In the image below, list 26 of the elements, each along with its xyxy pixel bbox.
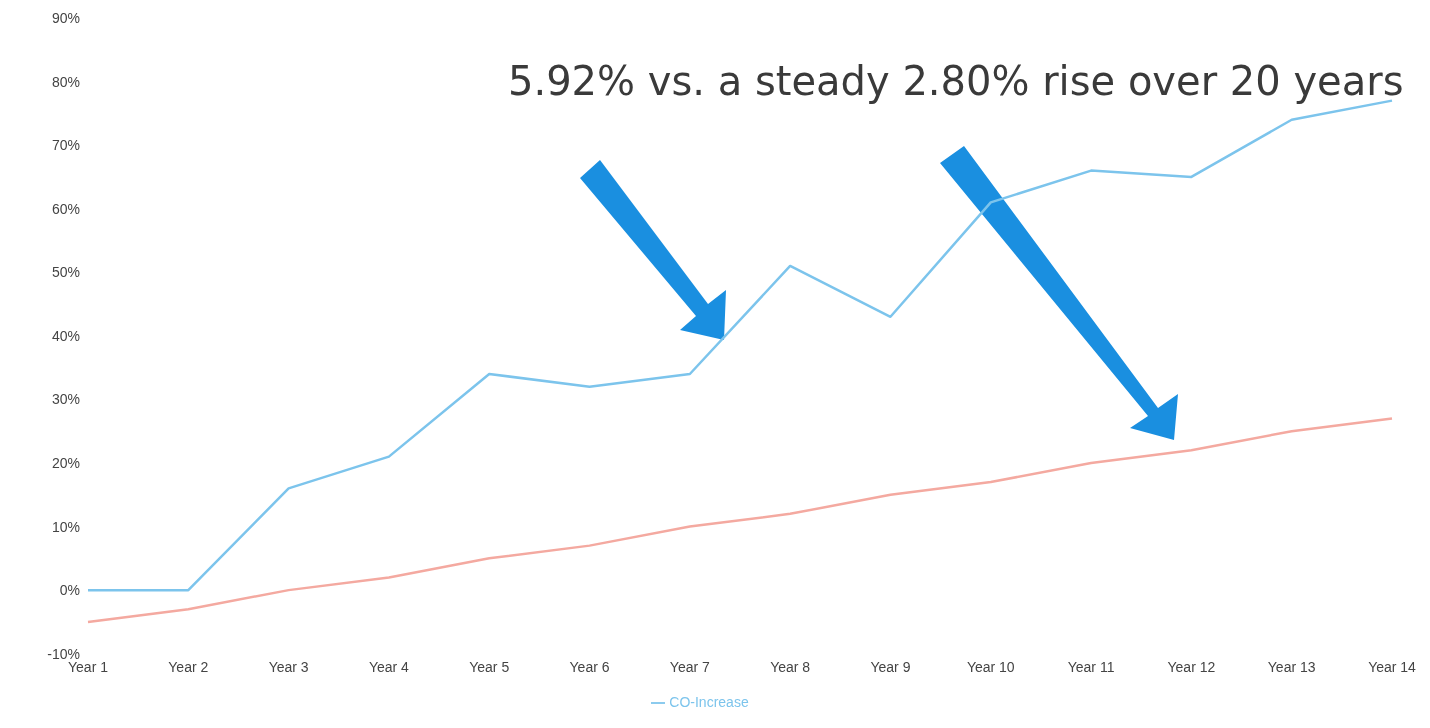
y-tick-label: 0% — [59, 582, 80, 599]
x-tick-label: Year 12 — [1167, 658, 1216, 675]
annotation: 5.92% vs. a steady 2.80% rise over 20 years — [508, 58, 1404, 104]
x-tick-label: Year 6 — [569, 658, 610, 675]
y-tick-label: 60% — [51, 200, 80, 217]
x-tick-label: Year 4 — [368, 658, 410, 675]
y-tick-label: 30% — [51, 391, 80, 408]
x-tick-label: Year 8 — [770, 658, 811, 675]
y-tick-label: 10% — [51, 518, 80, 535]
x-tick-label: Year 3 — [268, 658, 309, 675]
line-series — [86, 417, 1394, 624]
x-tick-label: Year 14 — [1368, 658, 1417, 675]
x-tick-label: Year 9 — [870, 658, 911, 675]
y-tick-label: 50% — [51, 264, 80, 281]
y-tick-label: 80% — [51, 73, 80, 90]
y-tick-label: 20% — [51, 454, 80, 471]
x-tick-label: Year 13 — [1267, 658, 1316, 675]
y-tick-label: 70% — [51, 137, 80, 154]
x-tick-label: Year 2 — [168, 658, 209, 675]
y-tick-label: 90% — [51, 9, 80, 26]
y-tick-label: 40% — [51, 327, 80, 344]
x-tick-label: Year 7 — [669, 658, 711, 675]
x-tick-label: Year 11 — [1067, 658, 1115, 675]
legend-label: CO-Increase — [669, 693, 749, 710]
x-tick-label: Year 10 — [966, 658, 1015, 675]
x-tick-label: Year 5 — [469, 658, 510, 675]
